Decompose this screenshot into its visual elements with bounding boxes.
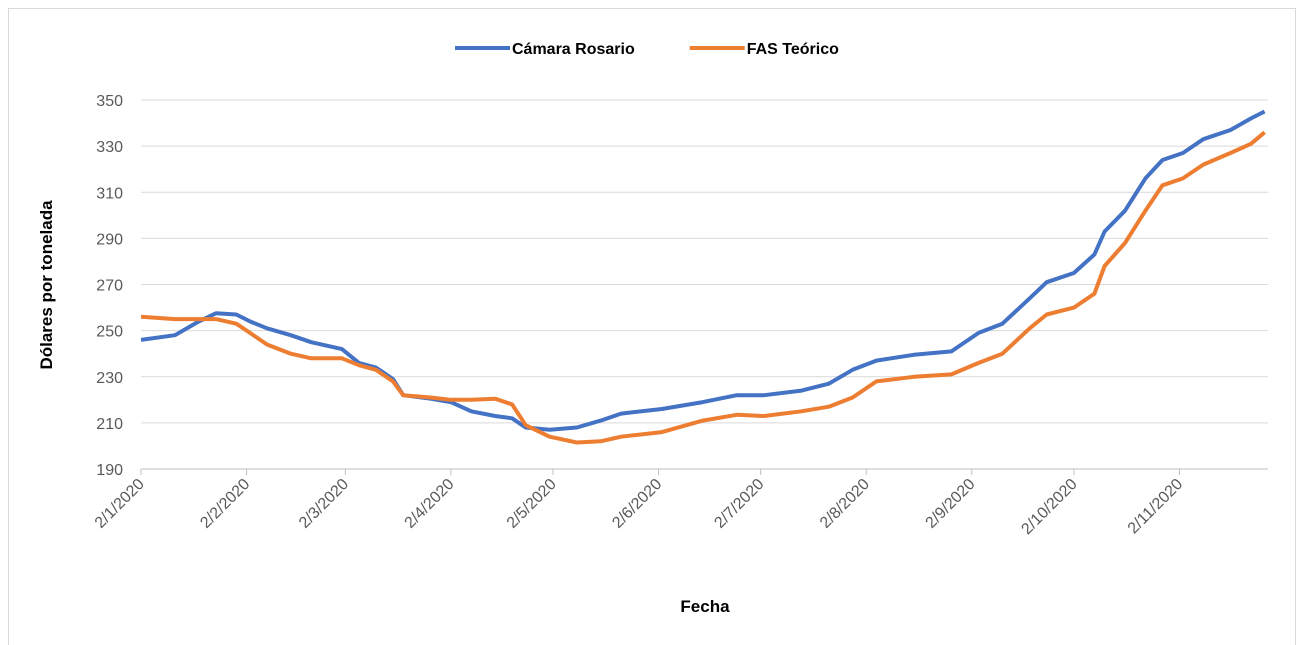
x-tick-label: 2/2/2020	[197, 476, 253, 532]
y-tick-label: 270	[96, 278, 123, 295]
y-tick-label: 210	[96, 416, 123, 433]
x-tick-label: 2/6/2020	[609, 476, 665, 532]
x-tick-label: 2/10/2020	[1018, 476, 1080, 538]
y-tick-label: 250	[96, 324, 123, 341]
y-tick-label: 230	[96, 370, 123, 387]
y-tick-label: 350	[96, 93, 123, 110]
legend-label: FAS Teórico	[747, 41, 839, 58]
x-tick-label: 2/3/2020	[296, 476, 352, 532]
y-tick-label: 330	[96, 139, 123, 156]
x-tick-label: 2/8/2020	[817, 476, 873, 532]
x-tick-label: 2/7/2020	[711, 476, 767, 532]
y-tick-label: 290	[96, 231, 123, 248]
y-tick-label: 310	[96, 185, 123, 202]
y-tick-label: 190	[96, 462, 123, 479]
series-line	[140, 130, 1266, 445]
x-axis-title: Fecha	[680, 597, 730, 616]
x-tick-label: 2/11/2020	[1125, 476, 1187, 538]
x-tick-label: 2/5/2020	[504, 476, 560, 532]
x-tick-label: 2/4/2020	[402, 476, 458, 532]
y-axis-title: Dólares por tonelada	[37, 200, 56, 370]
series-line	[140, 109, 1266, 432]
x-tick-label: 2/9/2020	[923, 476, 979, 532]
x-tick-label: 2/1/2020	[92, 476, 148, 532]
chart-frame	[8, 8, 1296, 645]
legend-label: Cámara Rosario	[512, 41, 635, 58]
